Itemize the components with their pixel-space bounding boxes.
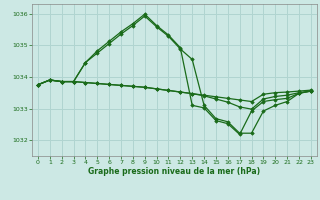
X-axis label: Graphe pression niveau de la mer (hPa): Graphe pression niveau de la mer (hPa) bbox=[88, 167, 260, 176]
